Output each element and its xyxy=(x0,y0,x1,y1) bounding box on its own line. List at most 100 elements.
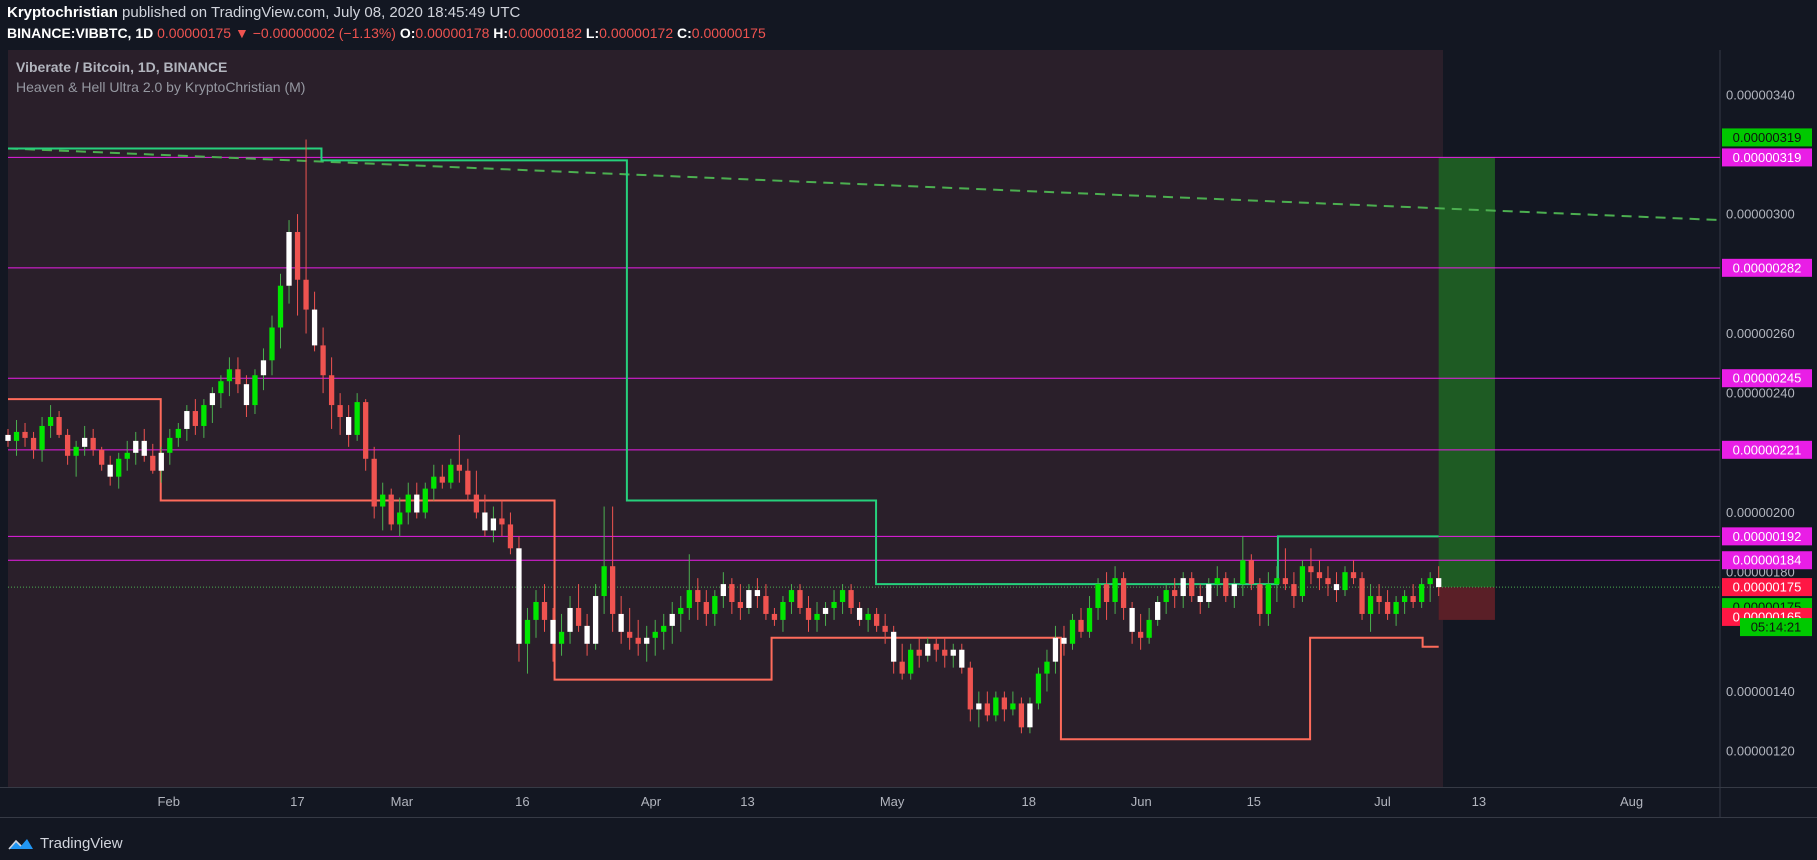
target-zone xyxy=(1438,157,1495,588)
candle-body xyxy=(363,402,369,459)
candle-body xyxy=(235,369,241,385)
candle-body xyxy=(354,402,360,435)
candle-body xyxy=(720,584,726,597)
candle-body xyxy=(269,327,275,361)
candle-body xyxy=(584,625,590,644)
candle-body xyxy=(380,494,386,507)
candle-body xyxy=(856,607,863,620)
candle-body xyxy=(13,431,20,441)
candle-body xyxy=(1129,607,1135,632)
candle-body xyxy=(788,590,795,603)
candle-body xyxy=(737,602,744,608)
candle-body xyxy=(652,631,658,638)
candle-body xyxy=(1214,578,1220,585)
author-name[interactable]: Kryptochristian xyxy=(7,4,118,21)
candle-body xyxy=(1120,578,1127,608)
high-value: 0.00000182 xyxy=(508,25,583,41)
candle-body xyxy=(1308,566,1314,573)
candle-body xyxy=(865,613,871,620)
candle-body xyxy=(90,437,96,450)
level-price-tag: 0.00000192 xyxy=(1733,529,1802,544)
candle-body xyxy=(873,613,880,626)
candle-body xyxy=(405,494,411,513)
candle-body xyxy=(1010,703,1016,710)
candle-body xyxy=(124,452,130,459)
candle-body xyxy=(1291,584,1297,597)
tradingview-logo-icon xyxy=(8,838,33,850)
candle-body xyxy=(1274,578,1280,585)
candle-body xyxy=(575,607,582,626)
candle-body xyxy=(158,452,164,471)
candle-body xyxy=(209,393,216,406)
candle-body xyxy=(984,703,990,716)
candle-body xyxy=(1393,602,1399,614)
level-price-tag-bg xyxy=(1722,148,1812,167)
x-tick-label: 18 xyxy=(1022,794,1036,809)
candle-body xyxy=(729,584,735,603)
candle-body xyxy=(1061,637,1067,644)
y-tick-label: 0.00000340 xyxy=(1726,87,1795,102)
tradingview-footer[interactable]: TradingView xyxy=(8,835,123,852)
candle-body xyxy=(1299,566,1306,597)
x-tick-label: 15 xyxy=(1247,794,1261,809)
x-tick-label: Aug xyxy=(1620,794,1643,809)
candle-body xyxy=(592,596,599,644)
level-price-tag-bg xyxy=(1722,258,1812,277)
ohlc-readout: BINANCE:VIBBTC, 1D 0.00000175 ▼ −0.00000… xyxy=(7,23,766,43)
candle-body xyxy=(754,590,761,597)
candle-body xyxy=(925,643,931,656)
candle-body xyxy=(839,590,846,603)
candle-body xyxy=(116,458,122,477)
candle-body xyxy=(524,619,531,644)
series-legend-title[interactable]: Viberate / Bitcoin, 1D, BINANCE xyxy=(16,59,228,75)
candle-body xyxy=(465,470,471,495)
candle-body xyxy=(82,437,88,447)
candle-body xyxy=(226,369,233,382)
high-label: H: xyxy=(493,25,509,41)
candle-body xyxy=(1427,578,1433,585)
candle-body xyxy=(541,602,548,620)
candle-body xyxy=(805,607,812,620)
x-tick-label: 16 xyxy=(515,794,529,809)
candle-body xyxy=(252,375,258,406)
candle-body xyxy=(1240,560,1246,585)
candle-body xyxy=(771,613,778,620)
candle-body xyxy=(976,703,982,710)
candle-body xyxy=(328,375,335,406)
indicator-legend[interactable]: Heaven & Hell Ultra 2.0 by KryptoChristi… xyxy=(16,79,306,95)
x-tick-label: Jul xyxy=(1374,794,1391,809)
candle-body xyxy=(959,649,965,668)
candle-body xyxy=(448,464,454,483)
candle-body xyxy=(1342,572,1348,591)
candle-body xyxy=(644,637,650,644)
candle-body xyxy=(814,613,820,620)
candle-body xyxy=(967,667,973,710)
x-tick-label: Apr xyxy=(641,794,662,809)
candle-body xyxy=(601,566,607,597)
candle-body xyxy=(763,596,769,614)
candle-body xyxy=(22,431,28,438)
level-price-tag: 0.00000221 xyxy=(1733,442,1802,457)
candle-body xyxy=(1410,596,1416,603)
candle-body xyxy=(1163,590,1169,603)
y-tick-label: 0.00000240 xyxy=(1726,386,1795,401)
candle-body xyxy=(73,446,79,456)
candle-body xyxy=(1052,637,1059,662)
close-label: C: xyxy=(677,25,692,41)
candle-body xyxy=(1384,602,1391,614)
open-label: O: xyxy=(399,25,416,41)
candle-body xyxy=(635,637,641,644)
candle-body xyxy=(1333,584,1340,591)
candle-body xyxy=(456,464,462,471)
level-price-tag: 0.00000184 xyxy=(1733,553,1802,568)
candle-body xyxy=(243,384,250,406)
candle-body xyxy=(533,602,539,620)
candle-body xyxy=(550,619,556,644)
candle-body xyxy=(908,649,914,674)
candle-body xyxy=(388,494,394,525)
candle-body xyxy=(712,596,718,614)
footer-brand: TradingView xyxy=(40,835,123,852)
candle-body xyxy=(1197,596,1203,603)
x-tick-label: May xyxy=(880,794,905,809)
